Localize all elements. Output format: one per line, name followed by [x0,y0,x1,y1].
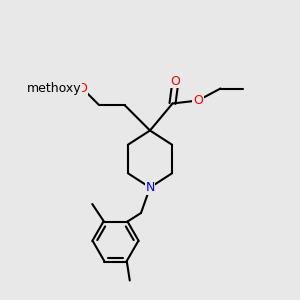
Text: N: N [145,181,155,194]
Text: methoxy: methoxy [27,82,81,95]
Text: O: O [171,74,180,88]
Text: O: O [193,94,203,107]
Text: O: O [78,82,87,95]
